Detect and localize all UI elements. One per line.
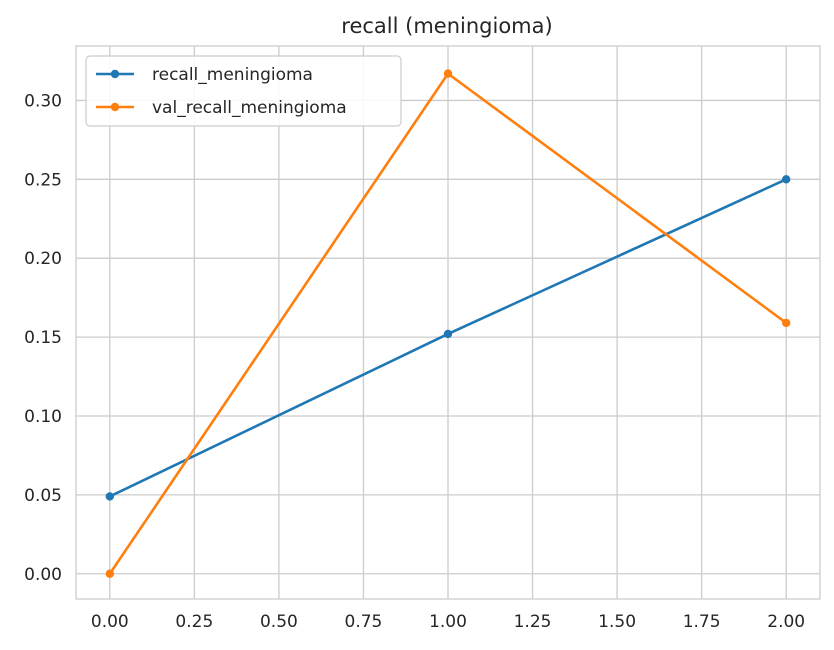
series-recall_meningioma (105, 175, 791, 501)
legend-entry: recall_meningioma (96, 65, 313, 85)
x-tick-label: 1.00 (429, 612, 467, 632)
data-point (443, 69, 453, 78)
legend: recall_meningioma val_recall_meningioma (85, 55, 402, 127)
grid (76, 46, 820, 599)
x-tick-label: 1.75 (683, 612, 721, 632)
x-tick-label: 1.50 (598, 612, 636, 632)
legend-marker (110, 69, 120, 79)
legend-label: recall_meningioma (152, 65, 313, 85)
y-tick-label: 0.00 (24, 565, 62, 585)
legend-label: val_recall_meningioma (152, 98, 347, 118)
data-point (781, 175, 791, 184)
chart-title: recall (meningioma) (341, 14, 552, 38)
x-axis: 0.00 0.25 0.50 0.75 1.00 1.25 1.50 1.75 2.00 (91, 612, 805, 632)
y-axis: 0.00 0.05 0.10 0.15 0.20 0.25 0.30 (24, 91, 62, 584)
y-tick-label: 0.30 (24, 91, 62, 111)
x-tick-label: 0.75 (345, 612, 383, 632)
y-tick-label: 0.20 (24, 249, 62, 269)
x-tick-label: 2.00 (767, 612, 805, 632)
data-point (105, 492, 115, 501)
y-tick-label: 0.10 (24, 407, 62, 427)
data-point (443, 329, 453, 339)
series-layer (105, 69, 791, 578)
data-point (781, 318, 791, 328)
legend-marker (110, 102, 120, 112)
y-tick-label: 0.05 (24, 486, 62, 506)
plot-frame (75, 45, 821, 600)
data-point (105, 569, 115, 578)
y-tick-label: 0.15 (24, 328, 62, 348)
x-tick-label: 0.00 (91, 612, 129, 632)
x-tick-label: 1.25 (514, 612, 552, 632)
y-tick-label: 0.25 (24, 170, 62, 190)
x-tick-label: 0.25 (175, 612, 213, 632)
series-val_recall_meningioma (105, 69, 791, 578)
legend-entry: val_recall_meningioma (96, 98, 347, 118)
x-tick-label: 0.50 (260, 612, 298, 632)
legend-box (85, 55, 402, 127)
